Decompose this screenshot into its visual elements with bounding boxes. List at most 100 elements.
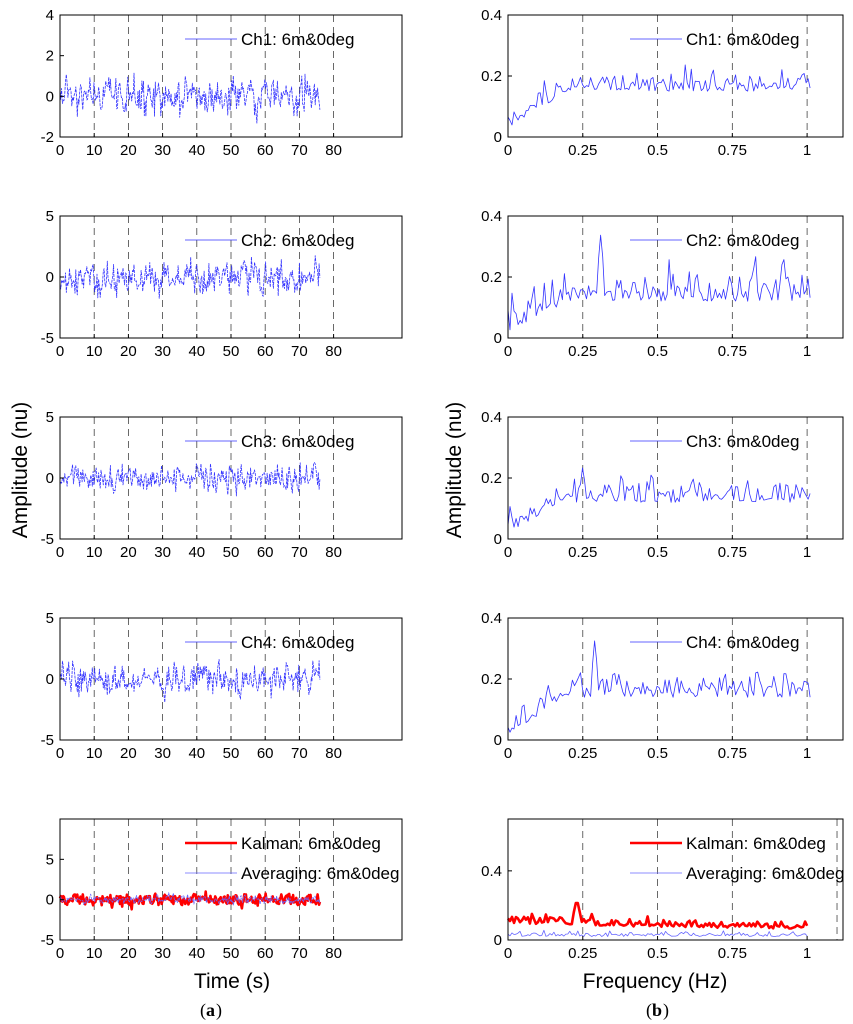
x-tick-label: 20 (120, 544, 137, 561)
x-tick-label: 20 (120, 945, 137, 962)
x-tick-label: 80 (325, 343, 342, 360)
svg-text:): ) (663, 1000, 669, 1021)
y-tick-label: -5 (41, 330, 54, 347)
y-tick-label: 5 (46, 409, 54, 426)
y-tick-label: 4 (46, 7, 54, 24)
x-tick-label: 30 (154, 745, 171, 762)
y-tick-label: 0.4 (481, 610, 502, 627)
x-tick-label: 1 (803, 142, 811, 159)
left-x-axis-label: Time (s) (194, 970, 270, 993)
legend-label: Averaging: 6m&0deg (686, 864, 844, 883)
x-tick-label: 0 (504, 745, 512, 762)
legend-label: Ch1: 6m&0deg (686, 30, 799, 49)
y-tick-label: 0 (494, 531, 502, 548)
series-line (507, 234, 811, 331)
series-line (506, 901, 809, 930)
y-tick-label: 0 (46, 88, 54, 105)
x-tick-label: 60 (257, 745, 274, 762)
legend-label: Ch2: 6m&0deg (686, 231, 799, 250)
y-tick-label: 0.2 (481, 269, 502, 286)
chart-panel-f3: Ch3: 6m&0deg 0 0.25 0.5 0.75 1 0 0.2 0.4 (481, 409, 844, 561)
x-tick-label: 0.5 (647, 745, 668, 762)
x-tick-label: 0 (56, 142, 64, 159)
x-tick-label: 50 (223, 945, 240, 962)
y-tick-label: 5 (46, 851, 54, 868)
x-tick-label: 30 (154, 343, 171, 360)
x-tick-label: 1 (803, 544, 811, 561)
series-line (59, 659, 321, 703)
chart-panel-f1: Ch1: 6m&0deg 0 0.25 0.5 0.75 1 0 0.2 0.4 (481, 7, 844, 159)
y-tick-label: -2 (41, 129, 54, 146)
series-line (59, 462, 321, 497)
legend: Ch3: 6m&0deg (630, 432, 799, 451)
x-tick-label: 80 (325, 544, 342, 561)
svg-text:(: ( (200, 1000, 206, 1021)
legend-label: Ch3: 6m&0deg (241, 432, 354, 451)
panel-label-b: ( b ) (646, 1000, 669, 1021)
legend-label: Kalman: 6m&0deg (686, 834, 826, 853)
x-tick-label: 0.5 (647, 945, 668, 962)
y-tick-label: 5 (46, 610, 54, 627)
panel-label-a: ( a ) (200, 1000, 222, 1021)
x-tick-label: 50 (223, 544, 240, 561)
legend: Ch2: 6m&0deg (630, 231, 799, 250)
chart-panel-t5: Kalman: 6m&0deg Averaging: 6m&0deg 0 10 20 30… (41, 818, 403, 962)
svg-text:): ) (216, 1000, 222, 1021)
x-tick-label: 30 (154, 945, 171, 962)
legend: Ch4: 6m&0deg (185, 633, 354, 652)
x-tick-label: 30 (154, 544, 171, 561)
y-tick-label: 0.4 (481, 208, 502, 225)
x-tick-label: 60 (257, 945, 274, 962)
x-tick-label: 80 (325, 745, 342, 762)
y-tick-label: 0.4 (481, 7, 502, 24)
x-tick-label: 0.75 (718, 945, 747, 962)
right-x-axis-label: Frequency (Hz) (583, 970, 728, 993)
svg-text:(: ( (646, 1000, 652, 1021)
x-tick-label: 60 (257, 343, 274, 360)
chart-panel-f2: Ch2: 6m&0deg 0 0.25 0.5 0.75 1 0 0.2 0.4 (481, 208, 844, 360)
x-tick-label: 40 (188, 142, 205, 159)
x-tick-label: 0 (56, 544, 64, 561)
legend: Kalman: 6m&0deg Averaging: 6m&0deg (630, 834, 844, 883)
x-tick-label: 0 (56, 945, 64, 962)
series-line (507, 640, 811, 733)
x-tick-label: 0.75 (718, 142, 747, 159)
x-tick-label: 60 (257, 544, 274, 561)
x-tick-label: 10 (86, 945, 103, 962)
y-tick-label: -5 (41, 531, 54, 548)
x-tick-label: 0 (504, 343, 512, 360)
x-tick-label: 40 (188, 945, 205, 962)
x-tick-label: 0 (504, 945, 512, 962)
x-tick-label: 0.25 (568, 142, 597, 159)
x-tick-label: 0.5 (647, 142, 668, 159)
right-y-axis-label: Amplitude (nu) (443, 402, 466, 539)
y-tick-label: 0 (46, 892, 54, 909)
legend-label: Kalman: 6m&0deg (241, 834, 381, 853)
x-tick-label: 0.25 (568, 544, 597, 561)
legend-label: Ch1: 6m&0deg (241, 30, 354, 49)
x-tick-label: 70 (291, 544, 308, 561)
y-tick-label: 0 (494, 932, 502, 949)
x-tick-label: 0.5 (647, 544, 668, 561)
series-line (507, 467, 811, 528)
x-tick-label: 20 (120, 142, 137, 159)
y-tick-label: 0.2 (481, 671, 502, 688)
x-tick-label: 0.25 (568, 745, 597, 762)
legend-label: Ch2: 6m&0deg (241, 231, 354, 250)
panel-label-b-text: b (652, 1000, 662, 1020)
legend: Ch3: 6m&0deg (185, 432, 354, 451)
x-tick-label: 80 (325, 142, 342, 159)
y-tick-label: 0.4 (481, 409, 502, 426)
y-tick-label: 0 (494, 330, 502, 347)
legend: Ch4: 6m&0deg (630, 633, 799, 652)
x-tick-label: 50 (223, 745, 240, 762)
y-tick-label: 0 (494, 732, 502, 749)
x-tick-label: 0.25 (568, 343, 597, 360)
legend-label: Averaging: 6m&0deg (241, 864, 399, 883)
series-line (59, 255, 321, 299)
chart-panel-f4: Ch4: 6m&0deg 0 0.25 0.5 0.75 1 0 0.2 0.4 (481, 610, 844, 762)
x-tick-label: 70 (291, 945, 308, 962)
